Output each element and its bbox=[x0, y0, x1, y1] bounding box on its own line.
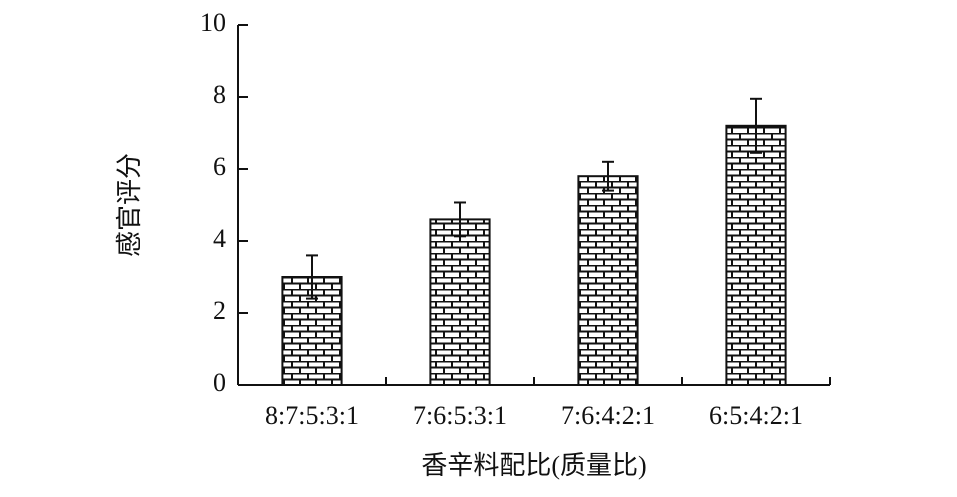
y-tick-label: 10 bbox=[200, 8, 226, 37]
x-tick-label: 6:5:4:2:1 bbox=[709, 401, 803, 430]
bar bbox=[725, 124, 787, 387]
x-tick-label: 8:7:5:3:1 bbox=[265, 401, 359, 430]
x-tick-label: 7:6:4:2:1 bbox=[561, 401, 655, 430]
y-tick-label: 6 bbox=[213, 152, 226, 181]
bar bbox=[577, 175, 639, 386]
y-tick-label: 2 bbox=[213, 296, 226, 325]
y-tick-label: 4 bbox=[213, 224, 226, 253]
y-tick-label: 0 bbox=[213, 368, 226, 397]
x-tick-label: 7:6:5:3:1 bbox=[413, 401, 507, 430]
y-axis-label: 感官评分 bbox=[115, 153, 144, 257]
x-axis-label: 香辛料配比(质量比) bbox=[421, 451, 646, 480]
y-tick-label: 8 bbox=[213, 80, 226, 109]
bar bbox=[429, 218, 491, 386]
